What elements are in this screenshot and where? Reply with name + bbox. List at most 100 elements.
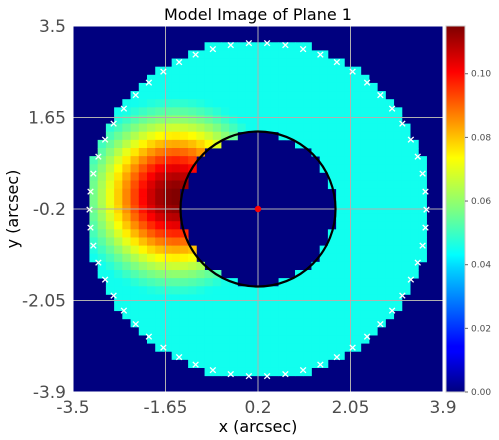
heatmap-cell xyxy=(122,261,131,271)
heatmap-cell xyxy=(212,123,222,133)
heatmap-cell xyxy=(377,310,386,320)
heatmap-cell xyxy=(319,359,329,368)
heatmap-cell xyxy=(237,91,247,100)
border-marker: × xyxy=(144,76,153,89)
heatmap-cell xyxy=(114,139,123,149)
heatmap-cell xyxy=(188,310,197,320)
heatmap-cell xyxy=(245,359,255,368)
heatmap-cell xyxy=(393,278,403,287)
heatmap-cell xyxy=(327,318,337,328)
heatmap-cell xyxy=(221,335,230,344)
heatmap-cell xyxy=(204,302,214,312)
heatmap-cell xyxy=(410,237,419,246)
heatmap-cell xyxy=(204,82,214,92)
border-marker: × xyxy=(422,203,431,216)
heatmap-cell xyxy=(352,131,362,141)
heatmap-cell xyxy=(344,164,353,173)
heatmap-cell xyxy=(336,107,345,116)
heatmap-cell xyxy=(360,115,370,124)
border-marker: × xyxy=(281,39,290,52)
heatmap-cell xyxy=(369,115,378,124)
heatmap-cell xyxy=(270,359,279,368)
heatmap-cell xyxy=(352,156,362,165)
heatmap-cell xyxy=(286,131,296,141)
heatmap-cell xyxy=(212,91,222,100)
heatmap-cell xyxy=(221,115,230,124)
heatmap-cell xyxy=(138,172,148,181)
heatmap-cell xyxy=(138,99,148,108)
heatmap-cell xyxy=(319,318,329,328)
heatmap-cell xyxy=(147,148,156,157)
heatmap-cell xyxy=(204,286,214,295)
heatmap-cell xyxy=(114,221,123,230)
heatmap-cell xyxy=(114,164,123,173)
heatmap-cell xyxy=(344,115,353,124)
heatmap-cell xyxy=(105,196,115,206)
heatmap-cell xyxy=(262,115,271,124)
heatmap-cell xyxy=(147,82,156,92)
heatmap-cell xyxy=(188,148,197,157)
heatmap-cell xyxy=(344,123,353,133)
heatmap-cell xyxy=(418,237,427,246)
heatmap-cell xyxy=(295,302,304,312)
heatmap-cell xyxy=(155,278,164,287)
border-marker: × xyxy=(316,358,325,371)
heatmap-cell xyxy=(278,359,288,368)
border-marker: × xyxy=(262,369,271,382)
heatmap-cell xyxy=(155,164,164,173)
heatmap-cell xyxy=(360,99,370,108)
heatmap-cell xyxy=(336,156,345,165)
heatmap-cell xyxy=(204,318,214,328)
heatmap-cell xyxy=(410,164,419,173)
heatmap-cell xyxy=(212,131,222,141)
heatmap-cell xyxy=(278,115,288,124)
heatmap-cell xyxy=(147,99,156,108)
heatmap-cell xyxy=(369,294,378,303)
heatmap-cell xyxy=(377,237,386,246)
heatmap-cell xyxy=(188,156,197,165)
heatmap-cell xyxy=(179,294,189,303)
heatmap-cell xyxy=(163,66,173,76)
heatmap-cell xyxy=(303,278,312,287)
heatmap-cell xyxy=(303,367,312,377)
heatmap-cell xyxy=(245,42,255,51)
heatmap-cell xyxy=(344,335,353,344)
x-axis-label: x (arcsec) xyxy=(219,417,298,436)
heatmap-cell xyxy=(122,253,131,263)
heatmap-cell xyxy=(237,286,247,295)
heatmap-cell xyxy=(122,172,131,181)
heatmap-cell xyxy=(327,326,337,336)
heatmap-cell xyxy=(204,270,214,279)
heatmap-cell xyxy=(138,302,148,312)
heatmap-cell xyxy=(122,107,131,116)
heatmap-cell xyxy=(138,253,148,263)
heatmap-cell xyxy=(163,261,173,271)
heatmap-cell xyxy=(393,302,403,312)
heatmap-cell xyxy=(303,82,312,92)
heatmap-cell xyxy=(114,261,123,271)
heatmap-cell xyxy=(204,91,214,100)
heatmap-cell xyxy=(212,294,222,303)
heatmap-cell xyxy=(336,261,345,271)
heatmap-cell xyxy=(327,237,337,246)
heatmap-cell xyxy=(163,139,173,149)
heatmap-cell xyxy=(262,326,271,336)
heatmap-cell xyxy=(245,66,255,76)
heatmap-cell xyxy=(171,221,181,230)
heatmap-cell xyxy=(377,302,386,312)
heatmap-cell xyxy=(163,164,173,173)
heatmap-cell xyxy=(352,196,362,206)
heatmap-cell xyxy=(188,351,197,360)
mask-circle xyxy=(179,130,337,288)
heatmap-cell xyxy=(336,343,345,352)
heatmap-cell xyxy=(179,335,189,344)
heatmap-cell xyxy=(155,66,164,76)
heatmap-cell xyxy=(196,99,205,108)
heatmap-cell xyxy=(122,148,131,157)
heatmap-cell xyxy=(147,156,156,165)
heatmap-cell xyxy=(319,148,329,157)
heatmap-cell xyxy=(270,66,279,76)
heatmap-cell xyxy=(262,91,271,100)
heatmap-cell xyxy=(114,253,123,263)
heatmap-cell xyxy=(295,286,304,295)
